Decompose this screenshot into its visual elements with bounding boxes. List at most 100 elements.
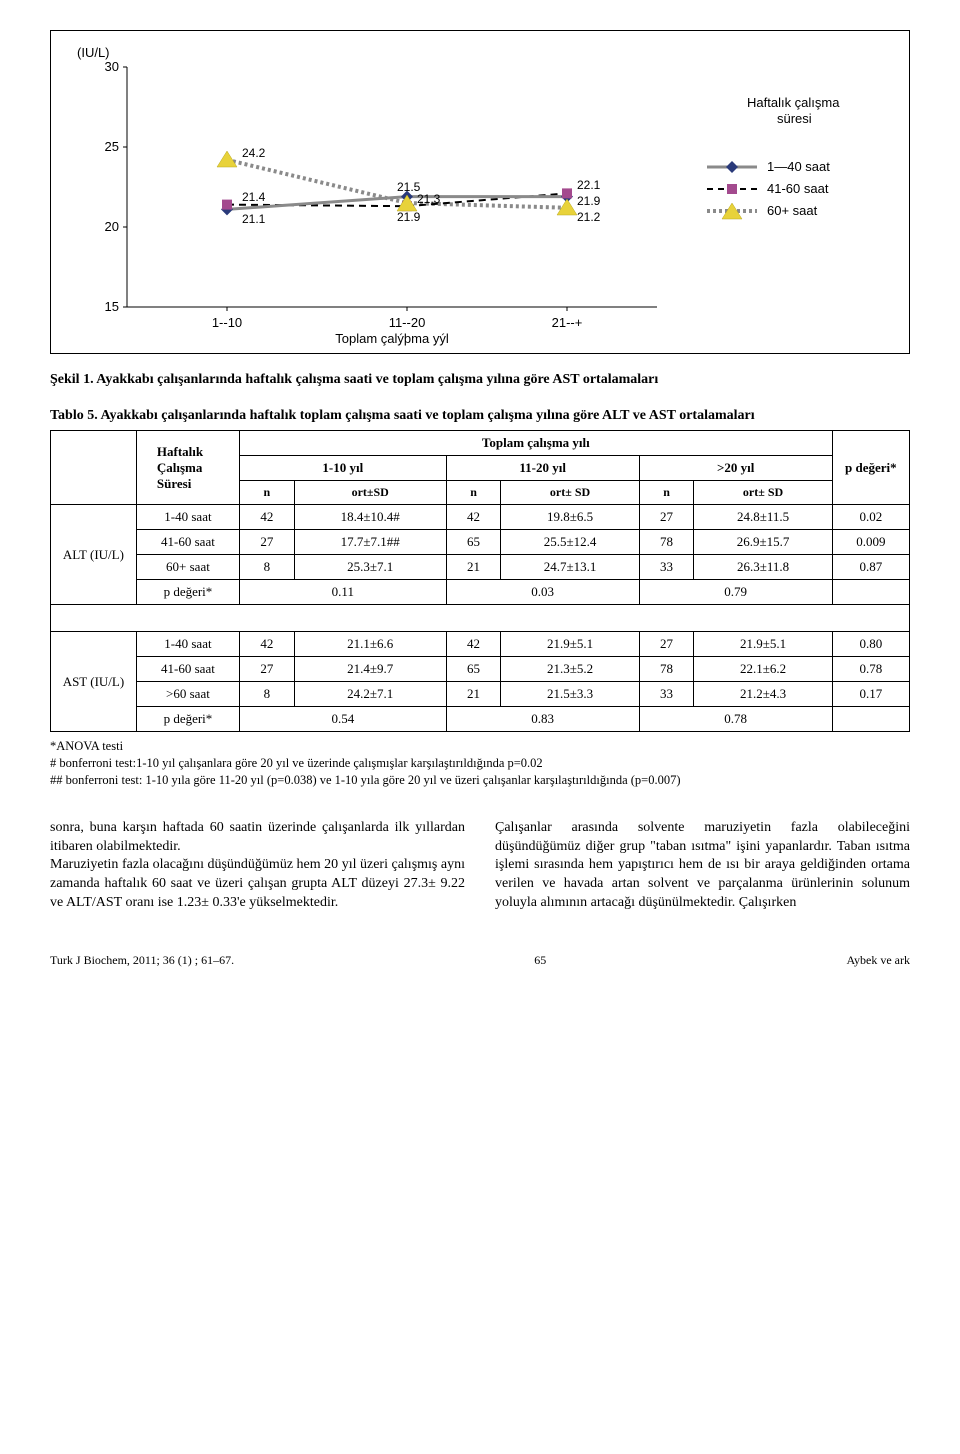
- ast-r1-n1: 42: [239, 632, 294, 657]
- section-alt-label: ALT (IU/L): [51, 505, 137, 605]
- alt-p1: 0.11: [239, 580, 446, 605]
- alt-r2-v1: 17.7±7.1##: [294, 530, 446, 555]
- alt-p-label: p değeri*: [136, 580, 239, 605]
- pt-s2-3: 22.1: [577, 178, 601, 192]
- footnote-1: *ANOVA testi: [50, 738, 910, 755]
- pt-s3-1: 24.2: [242, 146, 266, 160]
- table-caption: Tablo 5. Ayakkabı çalışanlarında haftalı…: [50, 408, 910, 424]
- haftalik-l2: Çalışma: [157, 460, 203, 475]
- alt-r1-n3: 27: [639, 505, 694, 530]
- ast-r2-v3: 22.1±6.2: [694, 657, 832, 682]
- alt-r3-v1: 25.3±7.1: [294, 555, 446, 580]
- alt-r1-n1: 42: [239, 505, 294, 530]
- alt-r1-v3: 24.8±11.5: [694, 505, 832, 530]
- alt-r1-name: 1-40 saat: [136, 505, 239, 530]
- ast-r2-v1: 21.4±9.7: [294, 657, 446, 682]
- footer-left: Turk J Biochem, 2011; 36 (1) ; 61–67.: [50, 953, 234, 968]
- alt-r2-v3: 26.9±15.7: [694, 530, 832, 555]
- ast-r1-v3: 21.9±5.1: [694, 632, 832, 657]
- header-p: p değeri*: [832, 431, 909, 505]
- ast-r2-v2: 21.3±5.2: [501, 657, 639, 682]
- legend-3: 60+ saat: [767, 203, 818, 218]
- ast-r3-p: 0.17: [832, 682, 909, 707]
- haftalik-l3: Süresi: [157, 476, 191, 491]
- alt-r1-p: 0.02: [832, 505, 909, 530]
- data-table: Haftalık Çalışma Süresi Toplam çalışma y…: [50, 430, 910, 732]
- x-axis-title: Toplam çalýþma yýl: [335, 331, 449, 346]
- alt-p3: 0.79: [639, 580, 832, 605]
- header-y3: >20 yıl: [639, 456, 832, 481]
- legend-1: 1—40 saat: [767, 159, 830, 174]
- alt-r2-n3: 78: [639, 530, 694, 555]
- ast-r3-v2: 21.5±3.3: [501, 682, 639, 707]
- header-y2: 11-20 yıl: [446, 456, 639, 481]
- alt-r3-v3: 26.3±11.8: [694, 555, 832, 580]
- body-right: Çalışanlar arasında solvente maruziyetin…: [495, 819, 910, 913]
- ast-p1: 0.54: [239, 707, 446, 732]
- xtick-3: 21--+: [552, 315, 583, 330]
- table-footnotes: *ANOVA testi # bonferroni test:1-10 yıl …: [50, 738, 910, 789]
- footer-center: 65: [534, 953, 546, 968]
- ast-r1-n3: 27: [639, 632, 694, 657]
- ytick-25: 25: [105, 139, 119, 154]
- header-top: Toplam çalışma yılı: [239, 431, 832, 456]
- alt-r2-v2: 25.5±12.4: [501, 530, 639, 555]
- pt-s3-3: 21.2: [577, 210, 601, 224]
- alt-r2-n2: 65: [446, 530, 501, 555]
- xtick-2: 11--20: [389, 315, 426, 330]
- legend-2: 41-60 saat: [767, 181, 829, 196]
- ast-p-label: p değeri*: [136, 707, 239, 732]
- ast-r3-n3: 33: [639, 682, 694, 707]
- ast-r2-n3: 78: [639, 657, 694, 682]
- header-y1: 1-10 yıl: [239, 456, 446, 481]
- ast-r2-n2: 65: [446, 657, 501, 682]
- pt-s2-2: 21.3: [417, 192, 441, 206]
- pt-s1-3: 21.9: [577, 194, 601, 208]
- sub-n1: n: [239, 481, 294, 505]
- alt-p2: 0.03: [446, 580, 639, 605]
- ytick-30: 30: [105, 59, 119, 74]
- alt-r2-p: 0.009: [832, 530, 909, 555]
- ast-p3: 0.78: [639, 707, 832, 732]
- xtick-1: 1--10: [212, 315, 242, 330]
- body-two-col: sonra, buna karşın haftada 60 saatin üze…: [50, 819, 910, 913]
- pt-s1-2: 21.9: [397, 210, 421, 224]
- line-chart: 15 20 25 30 (IU/L) 1--10 11--20 21--+ To…: [57, 37, 905, 347]
- alt-r2-name: 41-60 saat: [136, 530, 239, 555]
- ast-r1-v1: 21.1±6.6: [294, 632, 446, 657]
- ast-r3-n1: 8: [239, 682, 294, 707]
- alt-r1-v1: 18.4±10.4#: [294, 505, 446, 530]
- haftalik-l1: Haftalık: [157, 444, 203, 459]
- pt-s2-1: 21.4: [242, 190, 266, 204]
- ast-r3-name: >60 saat: [136, 682, 239, 707]
- sub-ort2: ort± SD: [501, 481, 639, 505]
- body-left: sonra, buna karşın haftada 60 saatin üze…: [50, 819, 465, 913]
- alt-r1-v2: 19.8±6.5: [501, 505, 639, 530]
- pt-s1-1: 21.1: [242, 212, 266, 226]
- chart-container: 15 20 25 30 (IU/L) 1--10 11--20 21--+ To…: [50, 30, 910, 354]
- alt-r2-n1: 27: [239, 530, 294, 555]
- alt-r3-n3: 33: [639, 555, 694, 580]
- ast-r1-name: 1-40 saat: [136, 632, 239, 657]
- alt-r1-n2: 42: [446, 505, 501, 530]
- alt-r3-name: 60+ saat: [136, 555, 239, 580]
- footnote-2: # bonferroni test:1-10 yıl çalışanlara g…: [50, 755, 910, 772]
- ast-r1-v2: 21.9±5.1: [501, 632, 639, 657]
- ast-r3-v1: 24.2±7.1: [294, 682, 446, 707]
- ytick-15: 15: [105, 299, 119, 314]
- footer-right: Aybek ve ark: [846, 953, 910, 968]
- alt-r3-v2: 24.7±13.1: [501, 555, 639, 580]
- ytick-20: 20: [105, 219, 119, 234]
- sub-ort1: ort±SD: [294, 481, 446, 505]
- page-footer: Turk J Biochem, 2011; 36 (1) ; 61–67. 65…: [50, 953, 910, 968]
- ast-r3-v3: 21.2±4.3: [694, 682, 832, 707]
- alt-r3-n2: 21: [446, 555, 501, 580]
- ast-r2-name: 41-60 saat: [136, 657, 239, 682]
- figure-caption: Şekil 1. Ayakkabı çalışanlarında haftalı…: [50, 372, 910, 388]
- sub-n3: n: [639, 481, 694, 505]
- legend-title-2: süresi: [777, 111, 812, 126]
- sub-ort3: ort± SD: [694, 481, 832, 505]
- footnote-3: ## bonferroni test: 1-10 yıla göre 11-20…: [50, 772, 910, 789]
- ast-r1-p: 0.80: [832, 632, 909, 657]
- sub-n2: n: [446, 481, 501, 505]
